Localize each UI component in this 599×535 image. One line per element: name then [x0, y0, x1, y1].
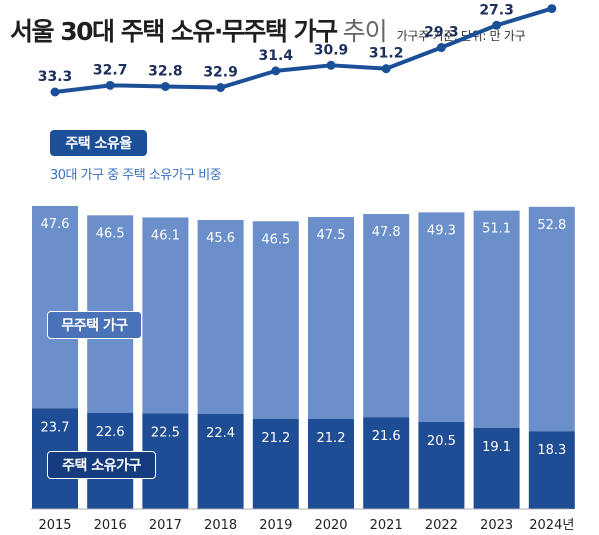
title-light: 추이 — [342, 17, 388, 46]
bar-non-owning — [308, 217, 354, 419]
rate-point — [271, 66, 281, 76]
bar-label-owning: 18.3 — [537, 443, 566, 458]
bar-owning — [252, 418, 299, 509]
bar-label-owning: 19.1 — [482, 440, 511, 455]
bar-owning — [473, 427, 520, 509]
x-tick-label: 2018 — [204, 518, 237, 533]
rate-point — [326, 60, 336, 70]
bar-owning — [363, 417, 410, 509]
x-tick-label: 2020 — [314, 518, 347, 533]
bar-label-non-owning: 47.6 — [41, 217, 70, 232]
rate-point — [436, 43, 446, 53]
rate-label: 30.9 — [314, 42, 349, 58]
line-series-note: 30대 가구 중 주택 소유가구 비중 — [50, 168, 222, 183]
bar-label-non-owning: 46.5 — [96, 226, 125, 241]
bar-owning — [418, 421, 465, 509]
rate-label: 32.9 — [203, 65, 238, 81]
bar-label-non-owning: 52.8 — [537, 218, 566, 233]
x-tick-label: 2022 — [425, 518, 458, 533]
x-tick-label: 2024년 — [529, 518, 574, 533]
bar-non-owning — [473, 210, 520, 428]
bar-label-owning: 20.5 — [427, 434, 456, 449]
x-tick-label: 2016 — [94, 518, 127, 533]
bar-owning — [308, 418, 354, 509]
rate-line — [54, 6, 553, 94]
rate-point — [105, 80, 115, 90]
bar-non-owning — [528, 206, 575, 432]
unit-note: 가구주 기준, 단위: 만 가구 — [396, 29, 526, 43]
bar-label-owning: 23.7 — [41, 420, 70, 435]
rate-label: 27.3 — [479, 2, 514, 18]
rate-label: 31.2 — [369, 46, 404, 62]
rate-point — [492, 20, 502, 30]
bar-owning — [197, 413, 244, 509]
bar-label-owning: 22.6 — [96, 425, 125, 440]
x-tick-label: 2023 — [480, 518, 513, 533]
bar-non-owning — [252, 221, 299, 419]
bar-label-non-owning: 47.5 — [317, 228, 346, 243]
rate-point — [50, 87, 60, 97]
line-series-label: 주택 소유율 — [50, 130, 147, 156]
rate-label: 25.8% — [528, 0, 577, 2]
rate-label: 32.8 — [148, 63, 183, 79]
rate-point — [160, 81, 170, 91]
title-main: 서울 30대 주택 소유·무주택 가구 — [10, 17, 338, 46]
non-owning-series-label: 무주택 가구 — [47, 311, 142, 339]
x-tick-label: 2021 — [370, 518, 403, 533]
rate-point — [216, 83, 226, 93]
x-tick-label: 2017 — [149, 518, 182, 533]
bar-label-non-owning: 49.3 — [427, 223, 456, 238]
bar-non-owning — [363, 214, 410, 418]
bar-label-non-owning: 46.5 — [261, 232, 290, 247]
owning-series-label: 주택 소유가구 — [47, 451, 156, 479]
bar-label-non-owning: 45.6 — [206, 231, 235, 246]
x-tick-label: 2019 — [259, 518, 292, 533]
bar-non-owning — [197, 220, 244, 414]
rate-label: 33.3 — [38, 69, 73, 85]
bar-label-non-owning: 46.1 — [151, 228, 180, 243]
chart-title: 서울 30대 주택 소유·무주택 가구 추이 가구주 기준, 단위: 만 가구 — [10, 12, 526, 52]
rate-label: 29.3 — [424, 25, 459, 41]
bar-label-owning: 22.5 — [151, 425, 180, 440]
rate-point — [381, 64, 391, 74]
bar-label-owning: 22.4 — [206, 426, 235, 441]
rate-point — [547, 4, 557, 14]
bar-label-owning: 21.6 — [372, 429, 401, 444]
bar-label-owning: 21.2 — [317, 431, 346, 446]
bar-non-owning — [32, 205, 78, 409]
bar-label-non-owning: 47.8 — [372, 225, 401, 240]
bar-label-owning: 21.2 — [261, 431, 290, 446]
x-tick-label: 2015 — [38, 518, 71, 533]
bar-non-owning — [418, 212, 465, 422]
rate-label: 31.4 — [259, 48, 294, 64]
bar-non-owning — [142, 217, 189, 414]
bar-label-non-owning: 51.1 — [482, 222, 511, 237]
rate-label: 32.7 — [93, 62, 128, 78]
bar-owning — [528, 431, 575, 509]
